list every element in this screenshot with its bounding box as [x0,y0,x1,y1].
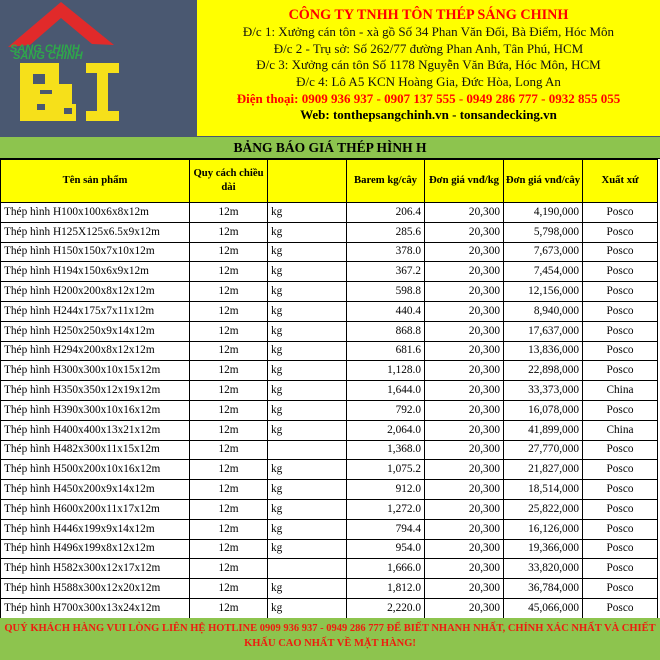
svg-text:SANG CHINH: SANG CHINH [13,50,84,62]
